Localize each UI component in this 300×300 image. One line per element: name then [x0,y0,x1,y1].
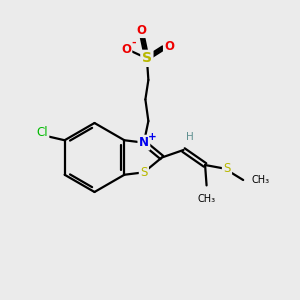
Text: CH₃: CH₃ [252,175,270,185]
Text: O: O [164,40,174,53]
Text: S: S [223,162,231,175]
Text: N: N [139,136,149,149]
Text: O: O [136,24,146,37]
Text: Cl: Cl [36,126,48,139]
Text: +: + [148,132,157,142]
Text: -: - [132,38,136,48]
Text: O: O [121,43,131,56]
Text: S: S [140,166,148,179]
Text: CH₃: CH₃ [197,194,216,204]
Text: H: H [186,132,194,142]
Text: S: S [142,51,152,65]
